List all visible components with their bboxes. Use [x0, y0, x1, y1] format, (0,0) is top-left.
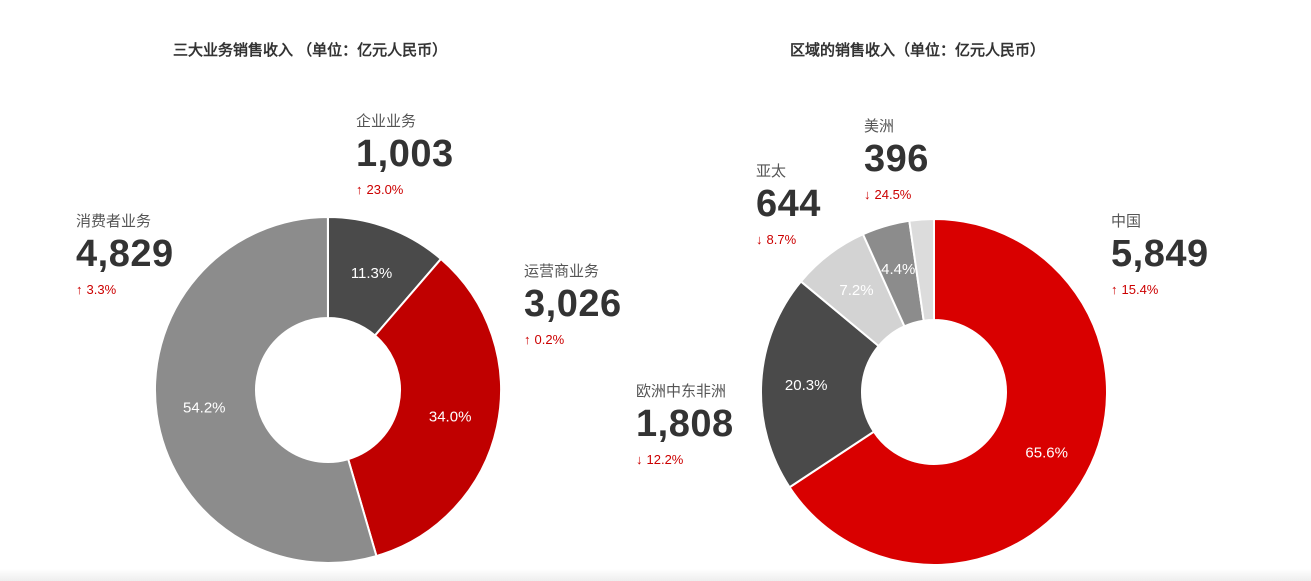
callout-label: 消费者业务	[76, 213, 152, 230]
right-chart-title: 区域的销售收入（单位：亿元人民币）	[790, 42, 1046, 59]
callout-enterprise: 企业业务 1,003 ↑ 23.0%	[356, 112, 454, 200]
callout-value: 1,808	[636, 403, 734, 445]
callout-change: ↑ 23.0%	[356, 180, 454, 200]
callout-change: ↓ 12.2%	[636, 450, 734, 470]
callout-label: 企业业务	[356, 113, 417, 130]
callout-value: 4,829	[76, 233, 174, 275]
callout-change: ↓ 8.7%	[756, 230, 821, 250]
slice-percent-label: 65.6%	[1025, 445, 1068, 462]
callout-value: 396	[864, 138, 929, 180]
callout-label: 亚太	[756, 163, 787, 180]
callout-label: 运营商业务	[524, 263, 600, 280]
donut-slice-欧洲中东非洲	[760, 280, 881, 489]
slice-percent-label: 4.4%	[881, 261, 915, 278]
region-donut: 65.6% 20.3% 7.2% 4.4%	[760, 217, 1108, 566]
callout-change: ↑ 3.3%	[76, 280, 174, 300]
callout-value: 644	[756, 183, 821, 225]
business-donut: 11.3% 34.0% 54.2%	[154, 215, 502, 564]
callout-emea: 欧洲中东非洲 1,808 ↓ 12.2%	[636, 382, 734, 470]
slice-percent-label: 7.2%	[839, 282, 873, 299]
donut-slice-中国	[788, 217, 1108, 566]
arrow-down-icon: ↓	[864, 187, 871, 202]
arrow-up-icon: ↑	[356, 182, 363, 197]
donut-slice-运营商业务	[346, 257, 502, 558]
donut-slice-other	[908, 217, 935, 322]
slice-percent-label: 54.2%	[183, 400, 226, 417]
callout-change: ↑ 15.4%	[1111, 280, 1209, 300]
callout-apac: 亚太 644 ↓ 8.7%	[756, 162, 821, 250]
callout-change: ↑ 0.2%	[524, 330, 622, 350]
callout-value: 3,026	[524, 283, 622, 325]
arrow-down-icon: ↓	[636, 452, 643, 467]
slice-percent-label: 11.3%	[351, 265, 392, 282]
callout-change: ↓ 24.5%	[864, 185, 929, 205]
callout-value: 5,849	[1111, 233, 1209, 275]
bottom-shade	[0, 569, 1311, 581]
arrow-down-icon: ↓	[756, 232, 763, 247]
callout-americas: 美洲 396 ↓ 24.5%	[864, 117, 929, 205]
arrow-up-icon: ↑	[76, 282, 83, 297]
callout-china: 中国 5,849 ↑ 15.4%	[1111, 212, 1209, 300]
donut-slice-消费者业务	[154, 215, 378, 564]
left-chart-title: 三大业务销售收入 （单位：亿元人民币）	[173, 42, 448, 59]
slice-percent-label: 34.0%	[429, 409, 472, 426]
callout-carrier: 运营商业务 3,026 ↑ 0.2%	[524, 262, 622, 350]
arrow-up-icon: ↑	[1111, 282, 1118, 297]
slice-percent-label: 20.3%	[785, 377, 828, 394]
callout-consumer: 消费者业务 4,829 ↑ 3.3%	[76, 212, 174, 300]
callout-value: 1,003	[356, 133, 454, 175]
callout-label: 美洲	[864, 118, 895, 135]
callout-label: 中国	[1111, 213, 1142, 230]
callout-label: 欧洲中东非洲	[636, 383, 727, 400]
arrow-up-icon: ↑	[524, 332, 531, 347]
